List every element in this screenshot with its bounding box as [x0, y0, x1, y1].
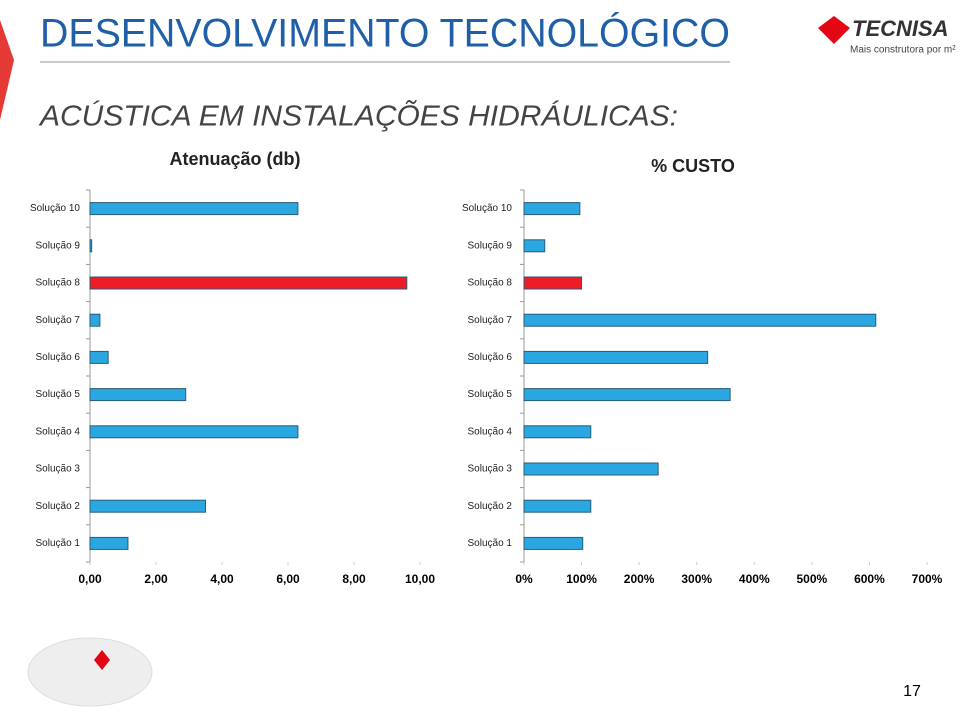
category-label: Solução 10	[462, 203, 512, 214]
slide-subtitle: ACÚSTICA EM INSTALAÇÕES HIDRÁULICAS:	[38, 99, 678, 133]
category-label: Solução 1	[468, 538, 513, 549]
bar	[89, 350, 109, 364]
category-label: Solução 6	[468, 352, 513, 363]
x-tick-label: 0%	[515, 572, 533, 586]
chart-title: % CUSTO	[651, 156, 735, 176]
slide-title: DESENVOLVIMENTO TECNOLÓGICO	[40, 11, 730, 56]
bar	[89, 276, 408, 290]
x-tick-label: 600%	[854, 572, 885, 586]
category-label: Solução 7	[468, 315, 513, 326]
logo: TECNISA	[852, 16, 949, 41]
tagline: Mais construtora por m²	[850, 45, 956, 56]
x-tick-label: 300%	[681, 572, 712, 586]
category-label: Solução 3	[468, 464, 513, 475]
x-tick-label: 8,00	[342, 572, 366, 586]
category-label: Solução 2	[36, 501, 81, 512]
bar	[523, 388, 731, 402]
bar	[523, 462, 659, 476]
category-label: Solução 7	[36, 315, 81, 326]
category-label: Solução 3	[36, 464, 81, 475]
bar	[523, 313, 877, 327]
bar	[89, 499, 206, 513]
category-label: Solução 6	[36, 352, 81, 363]
x-tick-label: 2,00	[144, 572, 168, 586]
x-tick-label: 0,00	[78, 572, 102, 586]
helmet-logo	[94, 650, 110, 670]
bar	[523, 536, 584, 550]
category-label: Solução 2	[468, 501, 513, 512]
bar	[523, 350, 709, 364]
category-label: Solução 9	[468, 240, 513, 251]
category-label: Solução 5	[468, 389, 513, 400]
category-label: Solução 4	[468, 426, 513, 437]
x-tick-label: 100%	[566, 572, 597, 586]
bar	[89, 425, 299, 439]
category-label: Solução 10	[30, 203, 80, 214]
bar	[523, 202, 581, 216]
bar	[523, 425, 592, 439]
category-label: Solução 4	[36, 426, 81, 437]
x-tick-label: 500%	[797, 572, 828, 586]
bar	[523, 239, 546, 253]
bar	[89, 202, 299, 216]
x-tick-label: 400%	[739, 572, 770, 586]
x-tick-label: 10,00	[405, 572, 435, 586]
bar	[523, 499, 592, 513]
chart-title: Atenuação (db)	[169, 149, 300, 169]
category-label: Solução 9	[36, 240, 81, 251]
bar	[523, 276, 583, 290]
category-label: Solução 5	[36, 389, 81, 400]
bar	[89, 388, 187, 402]
logo-mark	[818, 16, 850, 44]
bar	[89, 239, 93, 253]
bar	[89, 536, 129, 550]
page-number: 17	[903, 683, 921, 700]
x-tick-label: 4,00	[210, 572, 234, 586]
helmet-image	[27, 637, 153, 707]
corner-decoration	[0, 20, 14, 120]
x-tick-label: 200%	[624, 572, 655, 586]
bar	[89, 313, 101, 327]
x-tick-label: 6,00	[276, 572, 300, 586]
category-label: Solução 1	[36, 538, 81, 549]
x-tick-label: 700%	[912, 572, 943, 586]
category-label: Solução 8	[468, 278, 513, 289]
category-label: Solução 8	[36, 278, 81, 289]
